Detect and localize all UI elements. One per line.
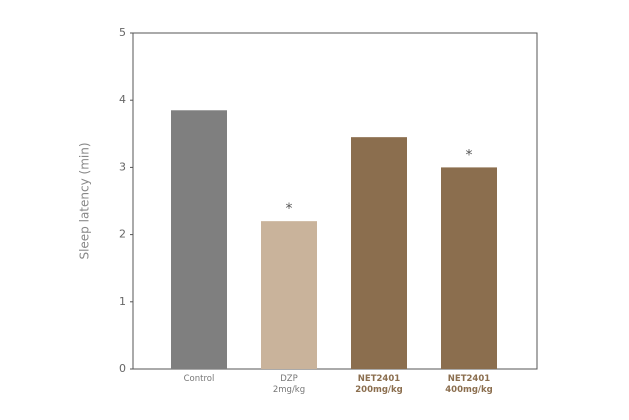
y-tick-label: 5 <box>119 26 126 39</box>
y-tick-label: 0 <box>119 362 126 375</box>
x-tick-label: NET2401 200mg/kg <box>355 374 403 395</box>
bar <box>441 167 497 369</box>
significance-marker: * <box>286 201 293 217</box>
x-tick-label: NET2401 400mg/kg <box>445 374 493 395</box>
y-axis-label: Sleep latency (min) <box>78 142 92 259</box>
y-tick-label: 3 <box>119 160 126 173</box>
x-tick-label: DZP 2mg/kg <box>272 374 306 395</box>
bar <box>261 221 317 369</box>
bar <box>351 137 407 369</box>
plot-frame <box>132 32 538 370</box>
y-tick-label: 4 <box>119 93 126 106</box>
bar <box>171 110 227 369</box>
significance-marker: * <box>466 147 473 163</box>
y-tick-label: 1 <box>119 295 126 308</box>
x-tick-label: Control <box>183 374 215 384</box>
y-tick-label: 2 <box>119 228 126 241</box>
